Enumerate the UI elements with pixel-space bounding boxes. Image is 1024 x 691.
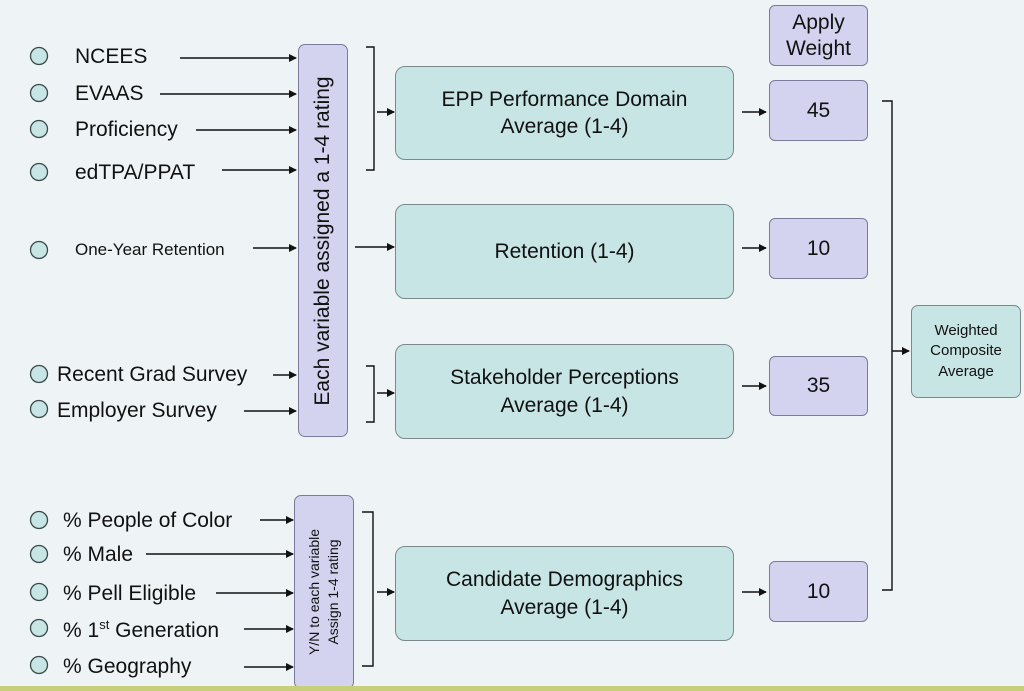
candidate-demographics-box: Candidate Demographics Average (1-4) — [395, 546, 734, 641]
demographics-rating-label: Y/N to each variable Assign 1-4 rating — [305, 529, 343, 655]
demographics-line2: Average (1-4) — [500, 595, 629, 619]
input-people-of-color: % People of Color — [63, 509, 233, 532]
bracket-epp — [366, 46, 375, 171]
input-edtpa: edTPA/PPAT — [75, 161, 196, 184]
input-first-generation: % 1st Generation — [63, 617, 219, 643]
epp-domain-line1: EPP Performance Domain — [441, 87, 688, 111]
demographics-rating-line2: Assign 1-4 rating — [325, 539, 341, 645]
first-gen-prefix: % 1 — [63, 619, 100, 642]
weighted-composite-average-box: Weighted Composite Average — [911, 305, 1021, 398]
bullet-male — [29, 544, 49, 564]
weight-demographics: 10 — [769, 561, 868, 622]
stakeholder-perceptions-box: Stakeholder Perceptions Average (1-4) — [395, 344, 734, 439]
bracket-demographics — [362, 511, 374, 667]
epp-performance-domain-box: EPP Performance Domain Average (1-4) — [395, 66, 734, 160]
bullet-pell — [29, 582, 49, 602]
weight-epp-value: 45 — [806, 98, 831, 122]
stakeholder-line2: Average (1-4) — [500, 393, 629, 417]
demographics-rating-line1: Y/N to each variable — [306, 528, 323, 656]
stakeholder-line1: Stakeholder Perceptions — [450, 366, 679, 390]
weight-retention: 10 — [769, 218, 868, 279]
input-geography: % Geography — [63, 655, 192, 678]
input-male: % Male — [63, 543, 134, 566]
apply-weight-header: Apply Weight — [769, 5, 868, 66]
retention-domain-label: Retention (1-4) — [494, 239, 635, 263]
composite-line3: Average — [938, 362, 994, 380]
weight-demographics-value: 10 — [806, 579, 831, 603]
bullet-recent-grad — [29, 364, 49, 384]
bullet-poc — [29, 510, 49, 530]
bullet-edtpa — [29, 162, 49, 182]
bracket-group — [362, 46, 893, 667]
weight-stakeholder-value: 35 — [806, 374, 831, 397]
retention-domain-box: Retention (1-4) — [395, 204, 734, 299]
arrow-group — [146, 54, 910, 671]
bullet-geography — [29, 655, 49, 675]
bracket-composite — [882, 100, 893, 591]
bullet-evaas — [29, 83, 49, 103]
bullet-first-gen — [29, 618, 49, 638]
rating-box-label: Each variable assigned a 1-4 rating — [311, 75, 334, 406]
bullet-retention — [29, 240, 49, 260]
bullet-ncees — [29, 46, 49, 66]
input-one-year-retention: One-Year Retention — [75, 240, 225, 259]
input-recent-grad-survey: Recent Grad Survey — [57, 363, 248, 386]
input-ncees: NCEES — [75, 45, 148, 68]
apply-weight-line2: Weight — [786, 36, 851, 60]
composite-line2: Composite — [930, 342, 1002, 360]
first-gen-superscript: st — [99, 617, 110, 632]
input-proficiency: Proficiency — [75, 118, 178, 141]
bottom-accent-bar — [0, 686, 1024, 691]
first-gen-suffix: Generation — [109, 619, 220, 642]
weight-epp: 45 — [769, 80, 868, 141]
bullet-group — [29, 46, 49, 675]
weight-stakeholder: 35 — [769, 356, 868, 416]
input-pell-eligible: % Pell Eligible — [63, 582, 197, 605]
demographics-line1: Candidate Demographics — [446, 568, 683, 592]
demographics-rating-box: Y/N to each variable Assign 1-4 rating — [294, 495, 354, 689]
epp-domain-line2: Average (1-4) — [500, 115, 629, 138]
bullet-employer — [29, 399, 49, 419]
composite-line1: Weighted — [934, 322, 998, 340]
bullet-proficiency — [29, 119, 49, 139]
rating-box: Each variable assigned a 1-4 rating — [298, 44, 348, 437]
input-employer-survey: Employer Survey — [57, 399, 217, 422]
apply-weight-line1: Apply — [792, 11, 845, 35]
input-evaas: EVAAS — [75, 82, 144, 105]
bracket-stakeholder — [366, 365, 375, 423]
weight-retention-value: 10 — [806, 236, 831, 260]
